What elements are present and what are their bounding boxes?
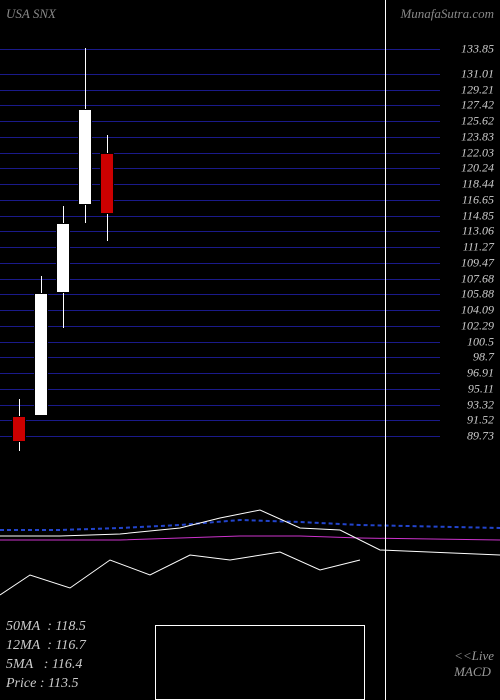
live-macd-label: <<Live MACD xyxy=(454,648,494,680)
macd-lines xyxy=(0,0,500,700)
macd-line-white2 xyxy=(0,552,360,595)
live-label-line2: MACD xyxy=(454,664,494,680)
indicator-row: 50MA : 118.5 xyxy=(6,618,86,637)
macd-line-white1 xyxy=(0,510,500,555)
indicator-panel: 50MA : 118.512MA : 116.75MA : 116.4Price… xyxy=(6,618,86,694)
macd-line-blue xyxy=(0,520,500,530)
candle-body xyxy=(100,153,114,214)
chart-container: USA SNX MunafaSutra.com 133.85131.01129.… xyxy=(0,0,500,700)
candle-body xyxy=(78,109,92,206)
indicator-row: 5MA : 116.4 xyxy=(6,656,86,675)
candle-body xyxy=(12,416,26,442)
candle-body xyxy=(34,293,48,416)
indicator-row: Price : 113.5 xyxy=(6,675,86,694)
macd-signal-box xyxy=(155,625,365,700)
macd-line-magenta xyxy=(0,536,500,540)
cursor-vertical-line xyxy=(385,0,386,700)
candle-body xyxy=(56,223,70,293)
live-label-line1: <<Live xyxy=(454,648,494,664)
indicator-row: 12MA : 116.7 xyxy=(6,637,86,656)
